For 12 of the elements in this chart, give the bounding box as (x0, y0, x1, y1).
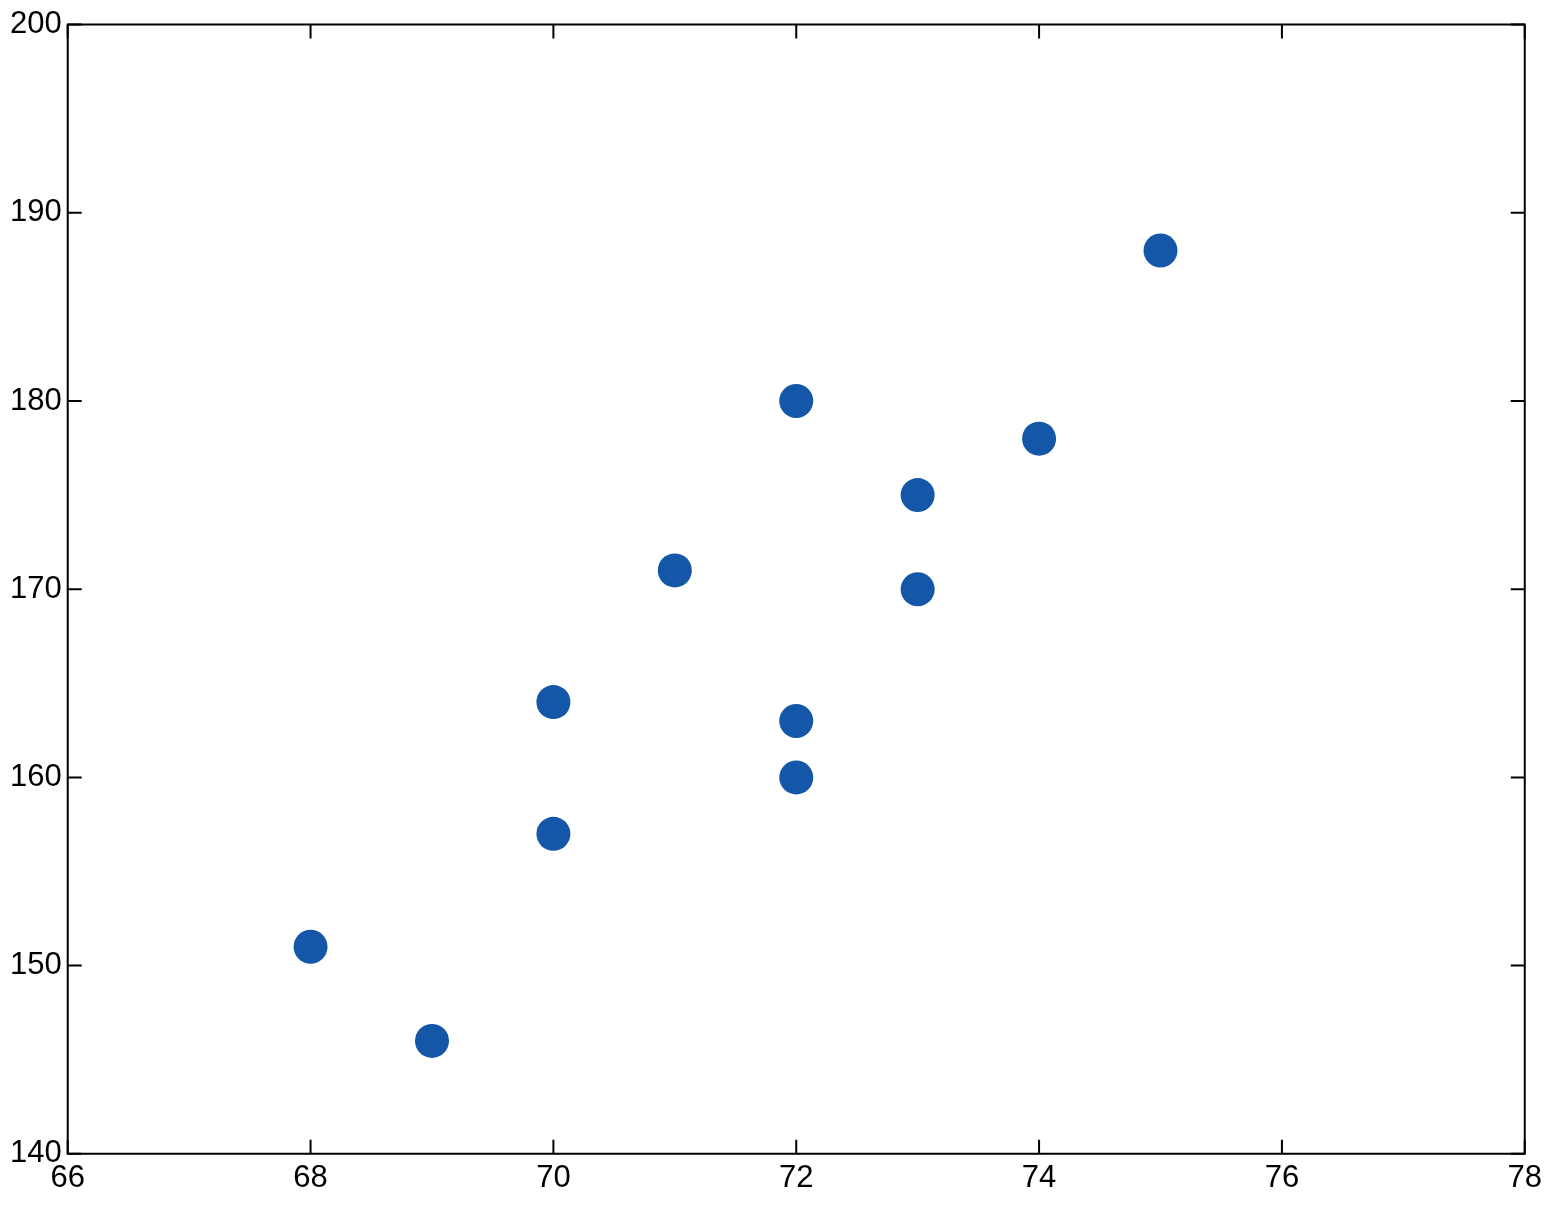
y-tick-label: 190 (9, 193, 62, 229)
x-tick-label: 74 (1021, 1158, 1057, 1194)
x-tick-label: 76 (1264, 1158, 1300, 1194)
x-tick-label: 72 (779, 1158, 814, 1194)
x-tick-label: 70 (536, 1158, 571, 1194)
y-tick-label: 180 (9, 381, 62, 417)
y-tick-label: 160 (9, 757, 62, 793)
x-tick-label: 68 (293, 1158, 328, 1194)
y-tick-label: 150 (9, 946, 62, 982)
y-tick-label: 200 (9, 5, 62, 41)
y-tick-label: 170 (9, 569, 62, 605)
x-tick-label: 78 (1507, 1158, 1542, 1194)
